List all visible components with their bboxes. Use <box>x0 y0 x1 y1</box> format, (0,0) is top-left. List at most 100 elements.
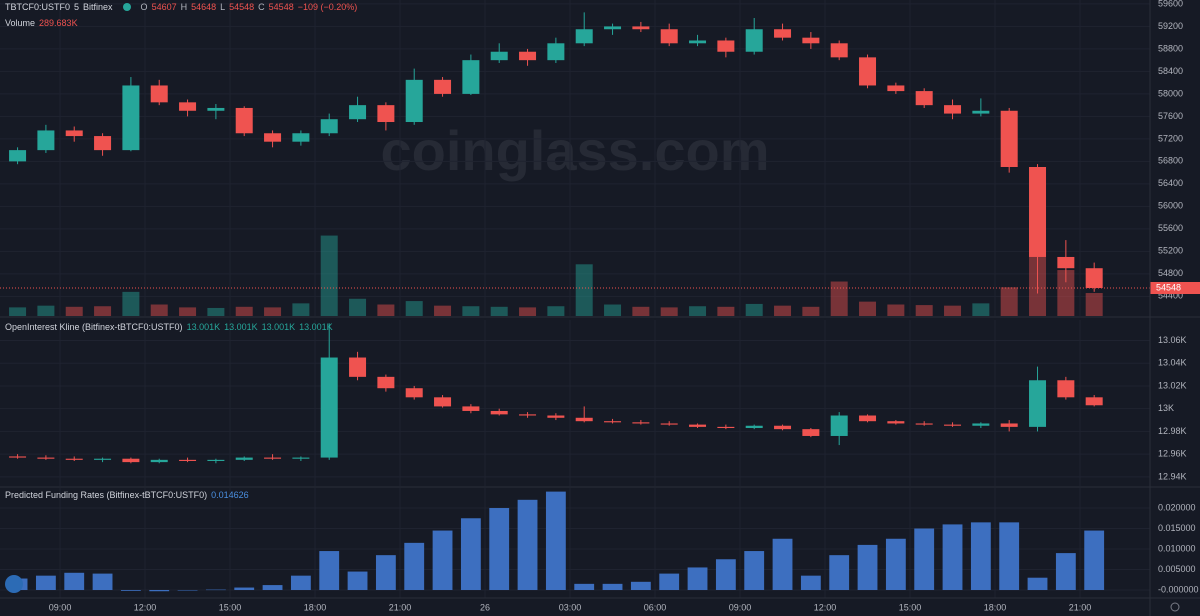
bar <box>885 538 906 591</box>
volume-label: Volume <box>5 18 36 28</box>
volume-bar <box>320 235 338 316</box>
candle-body <box>462 406 480 411</box>
status-dot <box>122 3 131 11</box>
x-tick-label: 26 <box>480 602 490 612</box>
x-tick-label: 06:00 <box>644 602 667 612</box>
change: −109 (−0.20%) <box>297 2 358 12</box>
y-tick-label: 58800 <box>1158 43 1183 53</box>
settings-button[interactable] <box>1170 602 1180 612</box>
bar <box>489 508 510 591</box>
oi-value: 13.001K <box>186 322 221 332</box>
bar <box>460 518 481 591</box>
bar <box>715 559 736 591</box>
candle-body <box>944 105 962 114</box>
bar <box>1055 553 1076 591</box>
candle-body <box>830 415 848 436</box>
y-tick-label: 12.94K <box>1158 471 1187 481</box>
candle-body <box>1029 380 1047 427</box>
candle-body <box>660 29 678 44</box>
bar <box>35 575 56 591</box>
candle-body <box>405 79 423 123</box>
candle-body <box>859 415 877 422</box>
funding-legend: Predicted Funding Rates (Bitfinex-tBTCF0… <box>5 490 249 500</box>
candle-body <box>915 423 933 425</box>
interval: 5 <box>74 2 80 12</box>
candle-body <box>9 150 27 162</box>
legend-key: O <box>140 2 148 12</box>
candle-body <box>434 79 452 94</box>
x-tick-label: 18:00 <box>304 602 327 612</box>
symbol: TBTCF0:USTF0 <box>5 2 71 12</box>
bar <box>574 583 595 591</box>
volume-bar <box>1000 287 1018 316</box>
oi-title: OpenInterest Kline (Bitfinex-tBTCF0:USTF… <box>5 322 183 332</box>
last-price-tag <box>1150 281 1200 294</box>
y-tick-label: 57200 <box>1158 133 1183 143</box>
volume-bar <box>830 281 848 316</box>
candle-body <box>122 85 140 151</box>
candle-body <box>802 429 820 436</box>
y-tick-label: 59600 <box>1158 0 1183 8</box>
bar <box>347 571 368 591</box>
volume-bar <box>972 303 990 316</box>
bar <box>64 572 85 591</box>
bar <box>177 590 198 591</box>
x-tick-label: 09:00 <box>729 602 752 612</box>
candle-body <box>65 130 83 137</box>
candle-body <box>689 424 707 427</box>
candle-body <box>65 458 83 460</box>
bar <box>205 589 226 591</box>
candle-body <box>774 425 792 430</box>
candle-body <box>1057 256 1075 269</box>
volume-bar <box>150 304 168 316</box>
volume-bar <box>122 291 140 316</box>
y-tick-label: 0.015000 <box>1158 523 1196 533</box>
y-tick-label: 56800 <box>1158 156 1183 166</box>
candle-body <box>207 459 225 461</box>
candle-body <box>377 376 395 389</box>
x-tick-label: 15:00 <box>899 602 922 612</box>
logo-button[interactable] <box>5 575 23 593</box>
x-tick-label: 09:00 <box>49 602 72 612</box>
candle-body <box>972 110 990 114</box>
volume-bar <box>405 301 423 316</box>
candle-body <box>774 29 792 38</box>
candle-body <box>349 105 367 120</box>
volume-bar <box>1085 293 1103 316</box>
bar <box>1084 530 1105 591</box>
bar <box>375 555 396 591</box>
bar <box>942 524 963 591</box>
oi-value: 13.001K <box>261 322 296 332</box>
candle-body <box>859 57 877 86</box>
bar <box>970 522 991 591</box>
volume-bar <box>887 304 905 316</box>
candle-body <box>547 43 565 61</box>
volume-bar <box>235 306 253 316</box>
candle-body <box>632 422 650 424</box>
exchange: Bitfinex <box>83 2 113 12</box>
y-tick-label: 55200 <box>1158 246 1183 256</box>
volume-bar <box>802 306 820 316</box>
volume-bar <box>745 303 763 316</box>
legend-value: 54607 <box>151 2 177 12</box>
candle-body <box>1000 110 1018 167</box>
bar <box>234 587 255 591</box>
volume-bar <box>1057 270 1075 316</box>
y-tick-label: 13.02K <box>1158 380 1187 390</box>
candle-body <box>745 425 763 429</box>
candle-body <box>9 456 27 458</box>
volume-bar <box>264 307 282 316</box>
volume-legend: Volume 289.683K <box>5 18 78 28</box>
volume-bar <box>377 304 395 316</box>
candle-body <box>745 29 763 52</box>
candle-body <box>717 40 735 52</box>
candle-body <box>575 29 593 44</box>
candle-body <box>292 133 310 142</box>
bar <box>829 555 850 591</box>
bar <box>262 585 283 591</box>
legend-key: L <box>220 2 226 12</box>
volume-bar <box>689 306 707 316</box>
